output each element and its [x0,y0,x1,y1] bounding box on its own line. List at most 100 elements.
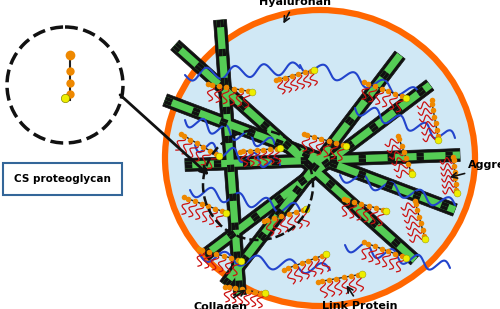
Polygon shape [165,97,173,103]
Polygon shape [203,82,432,258]
Polygon shape [238,104,246,111]
Polygon shape [260,233,267,241]
Polygon shape [220,118,228,124]
Polygon shape [236,281,240,288]
Polygon shape [226,230,234,237]
Polygon shape [242,256,250,264]
Polygon shape [220,51,405,289]
Polygon shape [358,159,366,162]
Polygon shape [185,165,192,169]
Polygon shape [192,111,200,116]
FancyBboxPatch shape [3,163,122,195]
Polygon shape [237,251,241,259]
Polygon shape [330,141,337,149]
Polygon shape [362,93,370,101]
Polygon shape [312,164,320,172]
Polygon shape [440,205,448,211]
Polygon shape [327,139,334,147]
Polygon shape [260,123,268,131]
Polygon shape [205,251,213,258]
Polygon shape [394,107,402,115]
Polygon shape [222,53,403,287]
Polygon shape [185,161,192,165]
Polygon shape [243,163,250,167]
Polygon shape [328,179,336,187]
Polygon shape [348,118,354,126]
Polygon shape [229,194,233,201]
Polygon shape [172,42,418,263]
Polygon shape [441,201,450,207]
Polygon shape [347,201,355,209]
Polygon shape [250,212,258,219]
Polygon shape [282,143,290,150]
Polygon shape [216,84,224,92]
Polygon shape [194,65,202,72]
Polygon shape [248,128,256,134]
Polygon shape [365,95,372,103]
Polygon shape [175,42,183,50]
Polygon shape [220,78,224,85]
Polygon shape [222,277,230,285]
Polygon shape [304,162,312,170]
Polygon shape [162,94,458,216]
Polygon shape [225,136,229,143]
Polygon shape [414,191,422,197]
Polygon shape [220,20,224,27]
Polygon shape [272,162,279,165]
Polygon shape [446,155,453,159]
Polygon shape [276,138,283,145]
Polygon shape [388,154,395,158]
Polygon shape [368,122,376,130]
Polygon shape [357,173,365,179]
Polygon shape [239,280,243,288]
Polygon shape [292,185,300,193]
Polygon shape [262,121,270,128]
Polygon shape [300,157,308,161]
Polygon shape [232,193,236,201]
Polygon shape [416,153,424,157]
Polygon shape [257,231,264,239]
Polygon shape [214,160,221,164]
Polygon shape [412,194,420,200]
Polygon shape [274,142,282,148]
Polygon shape [223,107,227,114]
Polygon shape [322,158,330,166]
Polygon shape [300,179,308,186]
Polygon shape [330,159,337,163]
Polygon shape [227,165,231,172]
Circle shape [7,27,123,143]
Polygon shape [172,45,180,53]
Polygon shape [350,199,358,206]
Polygon shape [418,90,426,97]
Polygon shape [324,161,332,168]
Polygon shape [301,161,308,164]
Polygon shape [185,149,460,171]
Polygon shape [380,70,387,78]
Polygon shape [446,152,453,155]
Polygon shape [274,208,282,216]
Polygon shape [330,159,339,166]
Text: Collagen: Collagen [193,290,247,309]
Polygon shape [222,49,226,56]
Polygon shape [214,19,246,295]
Polygon shape [302,152,310,158]
Polygon shape [393,238,401,245]
Polygon shape [218,49,222,57]
Polygon shape [298,176,306,184]
Polygon shape [164,97,457,213]
Polygon shape [326,182,333,189]
Polygon shape [185,151,460,169]
Polygon shape [347,143,355,150]
Polygon shape [372,218,379,226]
Polygon shape [369,221,377,228]
Polygon shape [303,149,312,155]
Polygon shape [382,72,390,80]
Polygon shape [386,180,394,186]
Polygon shape [371,125,379,133]
Polygon shape [218,82,226,89]
Polygon shape [214,164,222,167]
Polygon shape [306,160,314,167]
Polygon shape [231,222,235,230]
Polygon shape [224,78,228,85]
Polygon shape [272,158,279,162]
